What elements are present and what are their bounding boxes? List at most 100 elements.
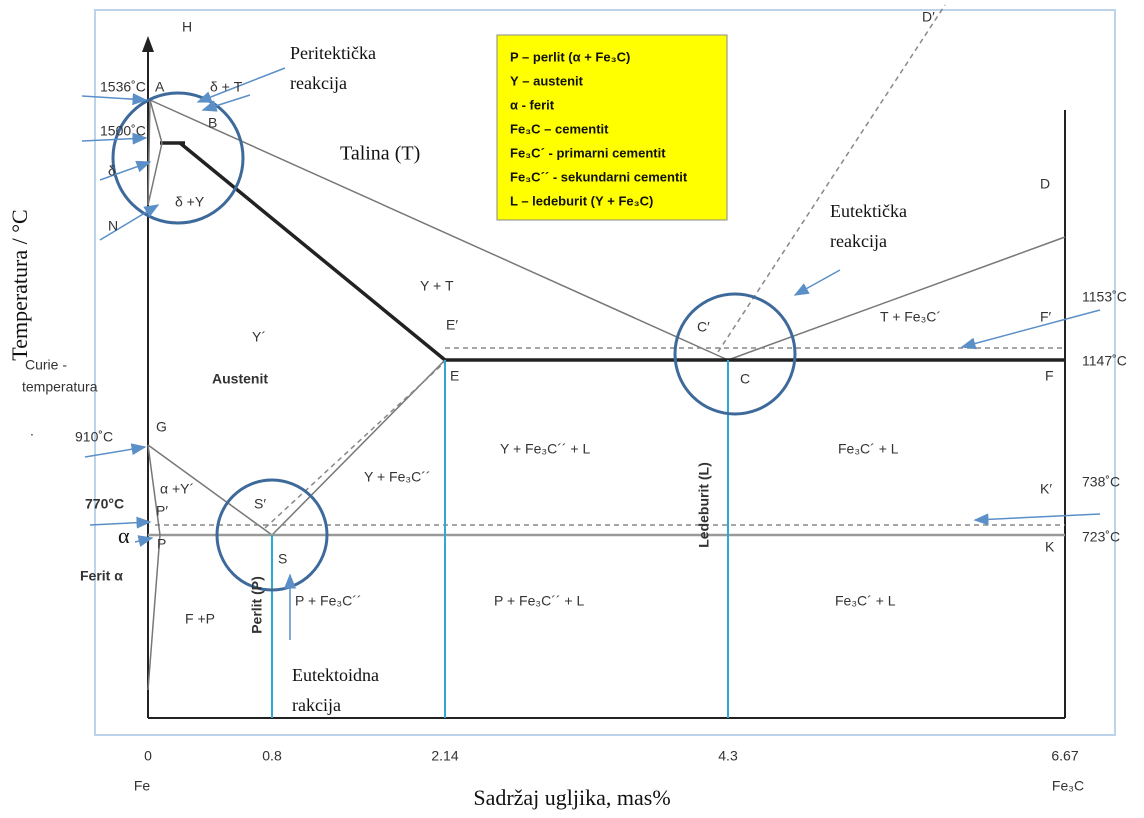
arrow [99,160,152,181]
label: 6.67 [1051,748,1078,764]
label: G [156,419,167,435]
arrow [196,67,286,103]
arrow [81,93,148,106]
arrow [793,269,841,296]
label: rakcija [292,695,341,715]
label: Talina (T) [340,143,420,165]
y-axis-arrow [142,36,154,52]
label: C′ [697,319,710,335]
liquidus [149,99,729,361]
label: E′ [446,317,458,333]
dashed-es [264,361,446,529]
label: 1500˚C [100,123,146,139]
label: 1153˚C [1082,289,1127,305]
liquidus-cd [727,236,1066,361]
label: F +P [185,611,215,627]
legend-box [496,34,728,221]
label: temperatura [22,379,98,395]
label: Fe₃C – cementit [510,121,609,136]
label: F′ [1040,309,1052,325]
line-es [271,359,446,536]
label: Ledeburit (L) [696,462,712,548]
label: 910˚C [75,429,113,445]
arrow [134,535,154,547]
label: B [208,115,217,131]
label: δ +Υ [175,194,205,210]
arrow [81,132,148,145]
label: 738˚C [1082,474,1120,490]
label: 4.3 [718,748,738,764]
label: δ [108,163,116,179]
label: D [1040,176,1050,192]
label: S′ [254,496,266,512]
frame [94,9,1116,736]
line-pq [147,534,161,691]
eutectoid-circle [215,478,329,592]
label: H [182,19,192,35]
label: L – ledeburit (Υ + Fe₃C) [510,193,653,208]
arrow [973,513,1101,526]
label: F [1045,368,1054,384]
arrow [99,204,160,241]
label: Υ + Fe₃C´´ [364,469,431,485]
label: Peritektička [290,43,376,63]
label: reakcija [830,231,887,251]
line-nj [147,142,163,206]
label: 723˚C [1082,529,1120,545]
label: P + Fe₃C´´ + L [494,593,584,609]
label: Eutektoidna [292,665,379,685]
label: P′ [156,503,168,519]
dashed-cd [717,4,946,353]
label: Υ + T [420,278,454,294]
label: 770°C [85,496,124,512]
label: K [1045,539,1055,555]
label: Fe₃C´ + L [835,593,896,609]
line-an [147,99,151,206]
label: D′ [922,9,935,25]
label: δ + T [210,79,243,95]
label: Fe₃C´´ - sekundarni cementit [510,169,688,184]
line-gs [147,444,273,536]
line-ah [149,99,163,144]
label: Perlit (P) [249,576,265,634]
label: S [278,551,287,567]
label: Υ´ [252,329,266,345]
label: N [108,218,118,234]
solidus [178,141,447,362]
label: Sadržaj ugljika, mas% [473,785,670,810]
label: 2.14 [431,748,458,764]
label: Austenit [212,371,268,387]
label: Ferit α [80,568,123,584]
line-gp [147,444,161,536]
label: P – perlit (α + Fe₃C) [510,49,630,64]
label: A [155,79,165,95]
label: K′ [1040,481,1052,497]
label: P + Fe₃C´´ [295,593,362,609]
label: reakcija [290,73,347,93]
label: Temperatura / °C [7,209,32,360]
arrow [201,94,251,112]
label: Fe₃C [1052,778,1084,794]
label: 1147˚C [1082,353,1127,369]
label: C [740,371,750,387]
label: Υ + Fe₃C´´ + L [500,441,590,457]
label: α +Υ´ [160,481,194,497]
label: Fe₃C´ + L [838,441,899,457]
label: Fe₃C´ - primarni cementit [510,145,666,160]
eutectic-circle [673,292,797,416]
label: Eutektička [830,201,907,221]
label: α - ferit [510,97,555,112]
label: Curie - [25,357,67,373]
label: Υ – austenit [510,73,584,88]
label: P [157,536,166,552]
label: 1536˚C [100,79,146,95]
arrow [84,443,147,458]
label: . [30,423,34,439]
peritectic-circle [111,91,245,225]
label: Fe [134,778,151,794]
label: T + Fe₃C´ [880,309,941,325]
label: 0 [144,748,152,764]
arrow [960,309,1101,350]
label: α [118,523,130,548]
